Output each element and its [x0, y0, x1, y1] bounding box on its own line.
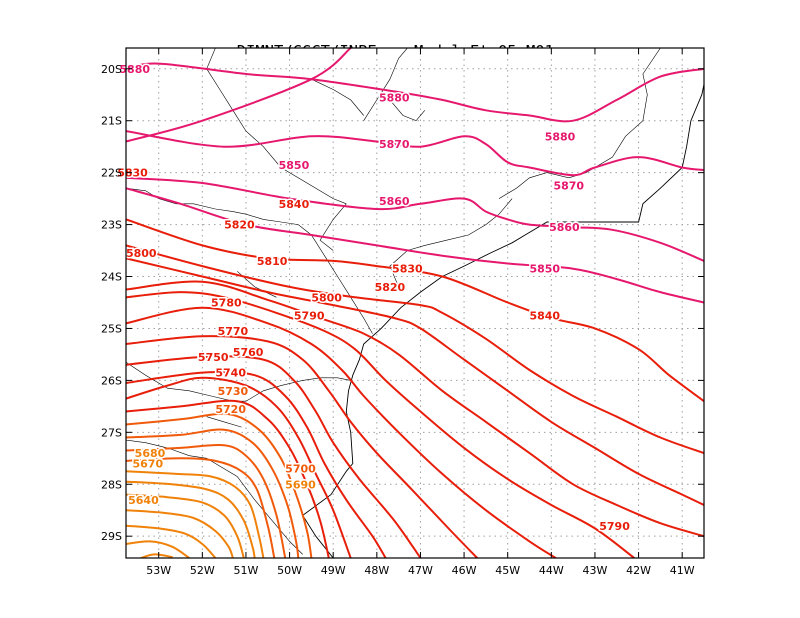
contour-label: 5830 [392, 263, 423, 276]
x-tick-label: 50W [277, 564, 302, 577]
contour-line-5790 [126, 306, 557, 558]
contour-line-5670 [126, 493, 245, 558]
y-tick-label: 29S [101, 530, 122, 543]
contour-line-5840 [126, 218, 704, 403]
contour-label: 5750 [198, 351, 229, 364]
contour-line-5760 [126, 370, 387, 558]
contour-line-5850 [126, 187, 704, 304]
y-tick-label: 28S [101, 478, 122, 491]
contour-label: 5870 [379, 138, 410, 151]
x-tick-label: 44W [539, 564, 564, 577]
y-tick-label: 20S [101, 63, 122, 76]
contour-label: 5880 [119, 63, 150, 76]
contour-label: 5860 [549, 221, 580, 234]
contour-line-5650 [126, 524, 217, 558]
contour-line-5640 [126, 540, 191, 558]
state-border [126, 187, 373, 334]
y-tick-label: 23S [101, 219, 122, 232]
contour-line-5880 [126, 48, 352, 143]
x-tick-label: 41W [670, 564, 695, 577]
contour-line-5830 [126, 244, 704, 455]
x-tick-label: 42W [626, 564, 651, 577]
contour-line-5700 [126, 457, 276, 558]
river-line [311, 78, 364, 116]
y-tick-label: 21S [101, 115, 122, 128]
contour-line-5680 [126, 480, 256, 558]
state-border [126, 439, 303, 555]
contour-label: 5840 [279, 198, 310, 211]
contour-label: 5860 [379, 195, 410, 208]
river-line [319, 203, 347, 251]
contour-label: 5880 [379, 91, 410, 104]
contour-line-5690 [126, 470, 265, 558]
y-tick-label: 22S [101, 167, 122, 180]
contour-label: 5780 [211, 296, 242, 309]
y-tick-label: 24S [101, 271, 122, 284]
contour-label: 5730 [218, 385, 249, 398]
contour-line-5730 [126, 412, 313, 558]
contour-label: 5700 [285, 463, 316, 476]
contour-label: 5870 [553, 180, 584, 193]
contour-line-5880 [126, 62, 704, 123]
contour-line-5810 [126, 280, 704, 538]
state-border [363, 48, 408, 121]
contour-line-5710 [126, 444, 287, 558]
contour-label: 5720 [215, 403, 246, 416]
y-tick-label: 27S [101, 426, 122, 439]
contour-label: 5670 [132, 457, 163, 470]
contour-label: 5740 [215, 367, 246, 380]
contour-label: 5640 [128, 494, 159, 507]
contour-line-5870 [126, 130, 704, 177]
contour-label: 5800 [126, 247, 157, 260]
y-tick-label: 26S [101, 374, 122, 387]
contour-label: 5820 [224, 219, 255, 232]
contour-label: 5770 [218, 325, 249, 338]
x-tick-label: 51W [234, 564, 259, 577]
x-tick-label: 53W [146, 564, 171, 577]
x-tick-label: 43W [583, 564, 608, 577]
contour-line-5800 [126, 291, 636, 558]
state-border [389, 198, 513, 288]
contour-label: 5790 [599, 520, 630, 533]
river-line [389, 99, 426, 122]
contour-line-5750 [126, 376, 352, 558]
contour-label: 5850 [279, 159, 310, 172]
state-border [498, 48, 661, 199]
contour-label: 5760 [233, 346, 264, 359]
contour-label: 5820 [375, 281, 406, 294]
contour-line-5820 [126, 257, 704, 506]
contour-line-5780 [126, 335, 479, 558]
plot-area [126, 48, 704, 558]
x-tick-label: 45W [495, 564, 520, 577]
contour-line-5720 [126, 428, 300, 558]
contour-label: 5880 [545, 130, 576, 143]
contour-line-5740 [126, 399, 330, 558]
contour-line-5770 [126, 355, 422, 558]
contour-label: 5800 [311, 291, 342, 304]
x-tick-label: 48W [364, 564, 389, 577]
x-tick-label: 47W [408, 564, 433, 577]
axis-ticks: 53W 52W 51W 50W 49W 48W 47W 46W 45W 44W 43W 42W 41W 2… [101, 48, 704, 577]
contour-label: 5680 [135, 447, 166, 460]
river-line [206, 416, 242, 428]
state-border [206, 48, 347, 205]
contour-label: 5830 [117, 167, 148, 180]
contour-label: 5810 [257, 255, 288, 268]
contour-label: 5690 [285, 478, 316, 491]
contour-line-5860 [126, 176, 704, 262]
x-tick-label: 52W [190, 564, 215, 577]
contour-line-5660 [126, 509, 234, 558]
plot-frame [125, 47, 705, 559]
contour-label: 5850 [529, 263, 560, 276]
x-tick-label: 46W [452, 564, 477, 577]
contour-label: 5840 [529, 309, 560, 322]
contour-labels: 5880 5880 5880 5870 5870 5860 5860 5850 5850 5840… [116, 61, 632, 534]
contour-layer [126, 48, 704, 558]
contour-label: 5790 [294, 309, 325, 322]
y-tick-label: 25S [101, 322, 122, 335]
contour-line-5630 [140, 553, 173, 558]
x-tick-label: 49W [321, 564, 346, 577]
